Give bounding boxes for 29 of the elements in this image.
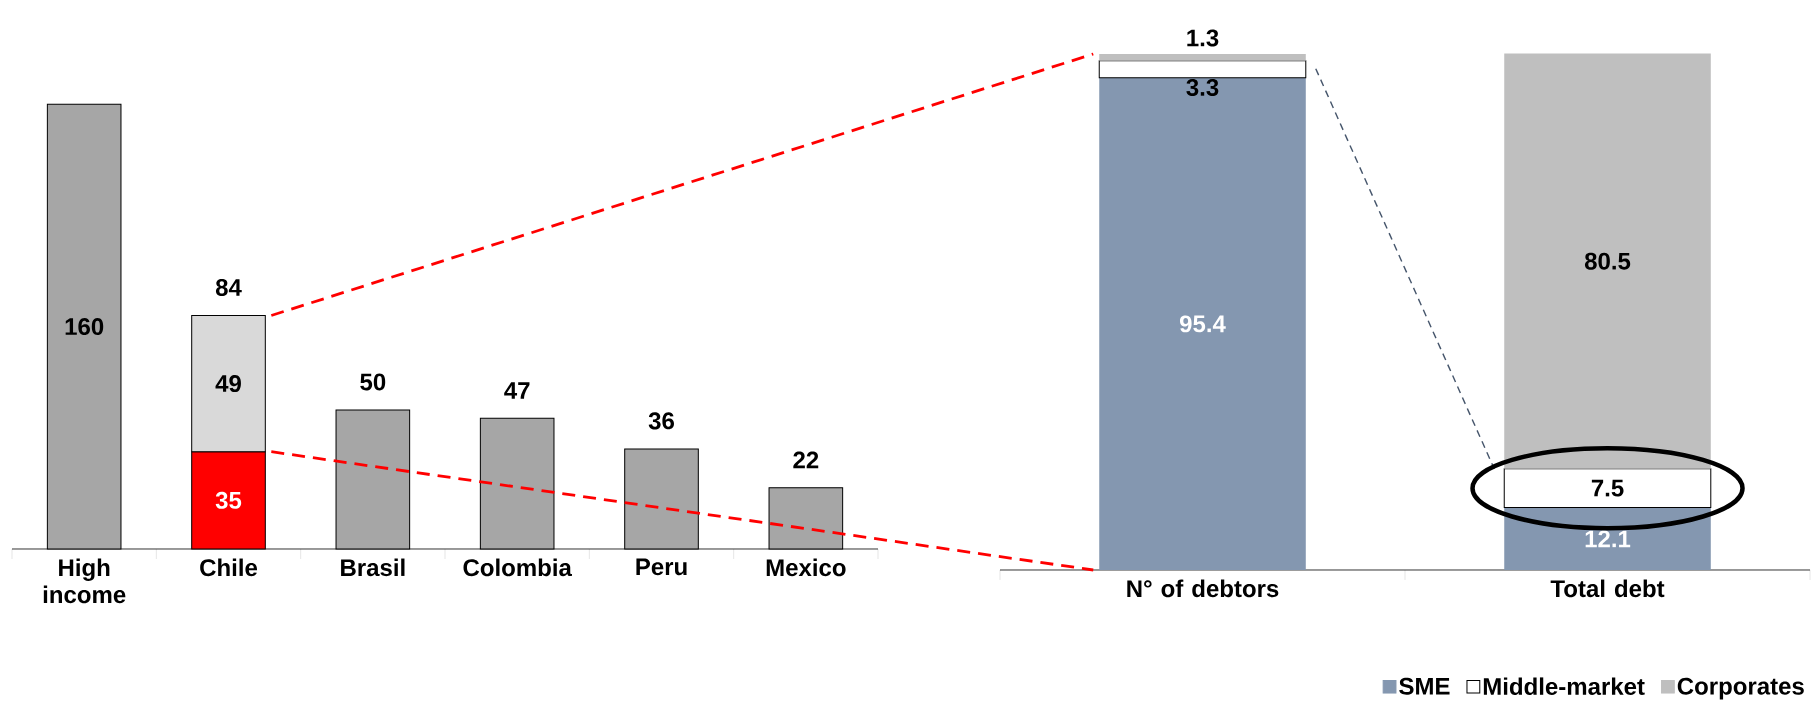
x-tick-label: Peru — [636, 558, 687, 576]
data-label: 95.4 — [1179, 315, 1226, 333]
x-tick-label: N° of debtors — [1127, 579, 1279, 598]
data-label: 47 — [504, 382, 530, 399]
data-label: 1.3 — [1187, 29, 1219, 47]
total-label: 84 — [215, 278, 242, 296]
x-tick-label: Chile — [200, 558, 258, 577]
x-tick-label: Total debt — [1550, 579, 1665, 598]
x-tick-label: Brasil — [341, 558, 405, 577]
bar — [1099, 77, 1306, 570]
data-label: 50 — [360, 373, 386, 391]
data-label: 160 — [65, 318, 104, 336]
data-label: 49 — [215, 375, 241, 393]
data-label: 22 — [793, 451, 819, 469]
legend-label: Corporates — [1677, 677, 1804, 700]
data-label: 7.5 — [1591, 479, 1624, 497]
x-tick-label: Colombia — [463, 558, 573, 577]
legend-label: SME — [1399, 677, 1450, 695]
bar — [1503, 468, 1712, 509]
data-label: 3.3 — [1186, 78, 1219, 96]
bar — [1098, 60, 1307, 79]
data-label: 80.5 — [1584, 252, 1631, 270]
bar — [1099, 54, 1306, 61]
data-label: 36 — [648, 412, 674, 430]
legend-label: Middle-market — [1483, 677, 1645, 696]
x-tick-label: Mexico — [766, 558, 846, 577]
data-label: 35 — [215, 491, 242, 509]
data-label: 12.1 — [1585, 530, 1631, 548]
x-tick-label: High income — [43, 558, 126, 604]
